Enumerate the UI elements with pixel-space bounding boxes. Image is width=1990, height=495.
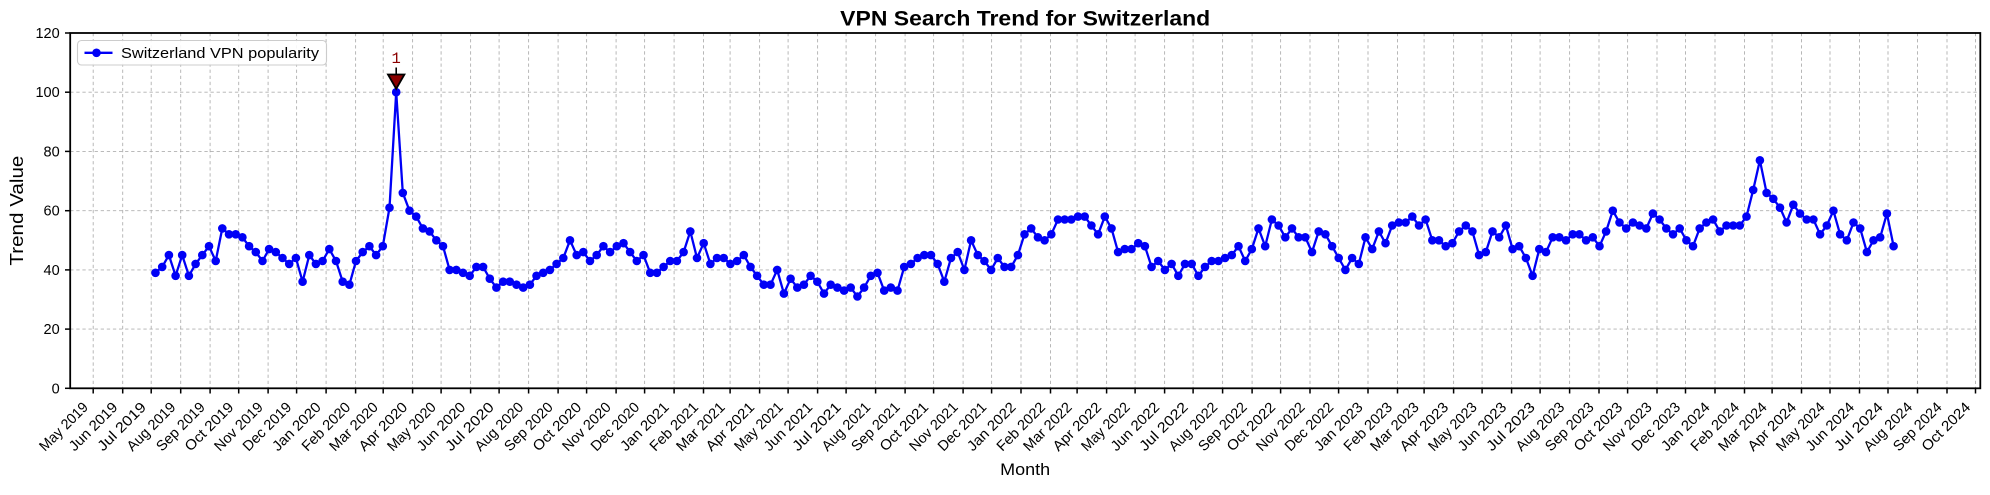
svg-text:20: 20: [44, 322, 60, 338]
svg-text:Month: Month: [1000, 460, 1050, 479]
svg-text:Trend Value: Trend Value: [6, 156, 27, 266]
svg-text:0: 0: [52, 381, 60, 397]
svg-text:40: 40: [44, 263, 60, 279]
svg-text:120: 120: [35, 26, 59, 42]
svg-text:60: 60: [44, 204, 60, 220]
svg-text:1: 1: [392, 50, 401, 68]
svg-text:80: 80: [44, 144, 60, 160]
svg-text:100: 100: [35, 85, 59, 101]
svg-text:VPN Search Trend for Switzerla: VPN Search Trend for Switzerland: [840, 8, 1210, 31]
svg-text:Switzerland VPN popularity: Switzerland VPN popularity: [121, 46, 320, 62]
